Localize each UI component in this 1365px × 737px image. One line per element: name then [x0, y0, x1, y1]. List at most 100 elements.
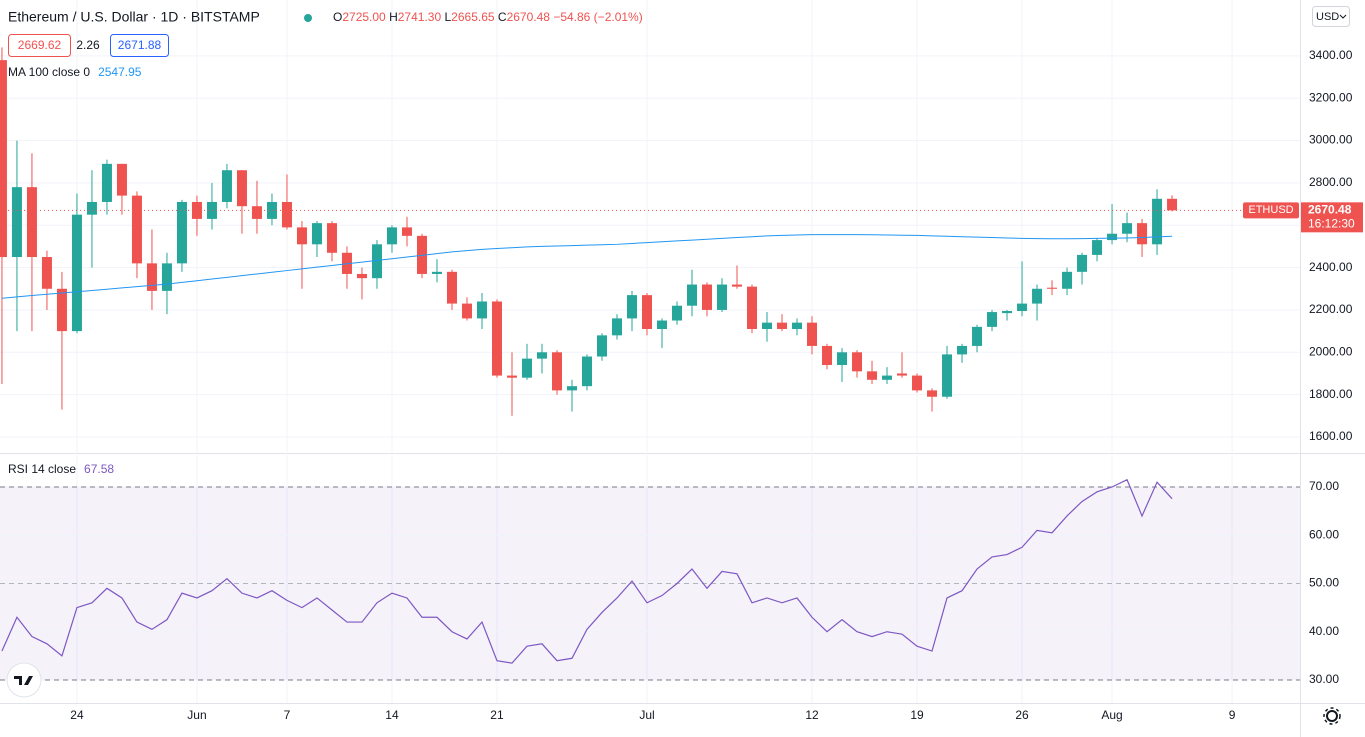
candle-body	[161, 263, 172, 291]
candle-body	[1002, 311, 1013, 314]
symbol-badge	[1243, 202, 1299, 219]
candle-body	[41, 257, 52, 289]
ohlc-key: C	[498, 10, 507, 24]
candle-body	[897, 373, 908, 376]
y-tick-label: 50.00	[1309, 576, 1339, 590]
candle-body	[206, 201, 217, 219]
candle-body	[672, 305, 683, 321]
ask-box[interactable]	[110, 34, 169, 57]
currency-select[interactable]	[1312, 6, 1350, 27]
candle-body	[446, 271, 457, 304]
ohlc-legend: O2725.00 H2741.30 L2665.65 C2670.48 −54.…	[333, 10, 643, 24]
candle-body	[146, 263, 157, 291]
y-tick-label: 3200.00	[1309, 90, 1353, 104]
x-tick-label: 24	[70, 708, 84, 722]
candle-body	[596, 335, 607, 357]
candle-body	[882, 375, 893, 380]
candle-body	[86, 201, 97, 215]
candle-body	[732, 284, 743, 287]
candle-body	[747, 286, 758, 329]
symbol-badge-label: ETHUSD	[1248, 204, 1293, 216]
candle-body	[101, 163, 112, 202]
bid: 2669.62	[18, 38, 62, 52]
candle-body	[251, 206, 262, 219]
change: −54.86 (−2.01%)	[553, 10, 642, 24]
spread: 2.26	[76, 38, 100, 52]
logo-mark	[14, 676, 33, 685]
candle-body	[1107, 233, 1118, 241]
rsi-legend: RSI 14 close 67.58	[8, 462, 114, 476]
candle-body	[386, 227, 397, 245]
ma-line	[1, 234, 1173, 299]
candle-body	[551, 352, 562, 391]
x-tick-label: 9	[1229, 708, 1236, 722]
y-tick-label: 70.00	[1309, 479, 1339, 493]
ma-value: 2547.95	[98, 65, 142, 79]
y-tick-label: 30.00	[1309, 672, 1339, 686]
x-tick-label: 19	[910, 708, 924, 722]
ma-legend: MA 100 close 0 2547.95	[8, 65, 142, 79]
x-tick-label: 21	[490, 708, 504, 722]
candle-body	[626, 295, 637, 319]
candle-body	[1137, 223, 1148, 245]
price-badge-value: 2670.48	[1308, 203, 1352, 217]
x-tick-label: Jul	[639, 708, 654, 722]
candle-body	[957, 345, 968, 355]
settings-icon[interactable]	[1326, 710, 1338, 722]
candle-body	[371, 244, 382, 279]
candle-body	[56, 288, 67, 332]
market-status[interactable]	[304, 14, 312, 22]
rsi-name: RSI 14 close	[8, 462, 76, 476]
candle-body	[702, 284, 713, 310]
candle-body	[491, 301, 502, 376]
candle-body	[1092, 240, 1103, 255]
candle-body	[611, 318, 622, 336]
logo[interactable]	[6, 662, 42, 698]
price-badge	[1301, 202, 1363, 233]
y-tick-label: 40.00	[1309, 624, 1339, 638]
candle-body	[506, 375, 517, 378]
candle-body	[266, 201, 277, 219]
candle-body	[1122, 223, 1133, 234]
ohlc-value: 2665.65	[451, 10, 495, 24]
candle-body	[852, 352, 863, 372]
candle-body	[581, 356, 592, 387]
y-tick-label: 2400.00	[1309, 260, 1353, 274]
candle-body	[1152, 198, 1163, 245]
candle-body	[521, 358, 532, 378]
candle-body	[777, 322, 788, 329]
settings-teeth	[1323, 707, 1341, 725]
candle-body	[566, 386, 577, 391]
plot	[0, 47, 1300, 664]
y-tick-label: 60.00	[1309, 527, 1339, 541]
candle-body	[311, 223, 322, 245]
x-tick-label: 26	[1015, 708, 1029, 722]
currency: USD	[1316, 11, 1339, 23]
y-tick-label: 2000.00	[1309, 344, 1353, 358]
candle-body	[1062, 271, 1073, 289]
rsi-line	[1, 478, 1173, 664]
candle-body	[221, 170, 232, 202]
candle-body	[657, 320, 668, 329]
candle-body	[942, 354, 953, 397]
candle-body	[1032, 288, 1043, 304]
candle-body	[11, 187, 22, 258]
ask: 2671.88	[118, 38, 162, 52]
candle-body	[1167, 198, 1178, 211]
candle-body	[536, 352, 547, 359]
x-tick-label: 12	[805, 708, 819, 722]
candle-body	[236, 170, 247, 207]
candle-body	[972, 326, 983, 346]
candle-body	[296, 227, 307, 245]
candle-body	[927, 390, 938, 397]
y-tick-label: 3000.00	[1309, 133, 1353, 147]
candle-body	[641, 295, 652, 329]
x-tick-label: 7	[284, 708, 291, 722]
y-tick-label: 2800.00	[1309, 175, 1353, 189]
candle-body	[71, 214, 82, 332]
candle-body	[431, 271, 442, 274]
bid-box[interactable]	[8, 34, 71, 57]
candle-body	[0, 60, 7, 258]
candle-body	[912, 375, 923, 391]
candle-body	[326, 223, 337, 253]
